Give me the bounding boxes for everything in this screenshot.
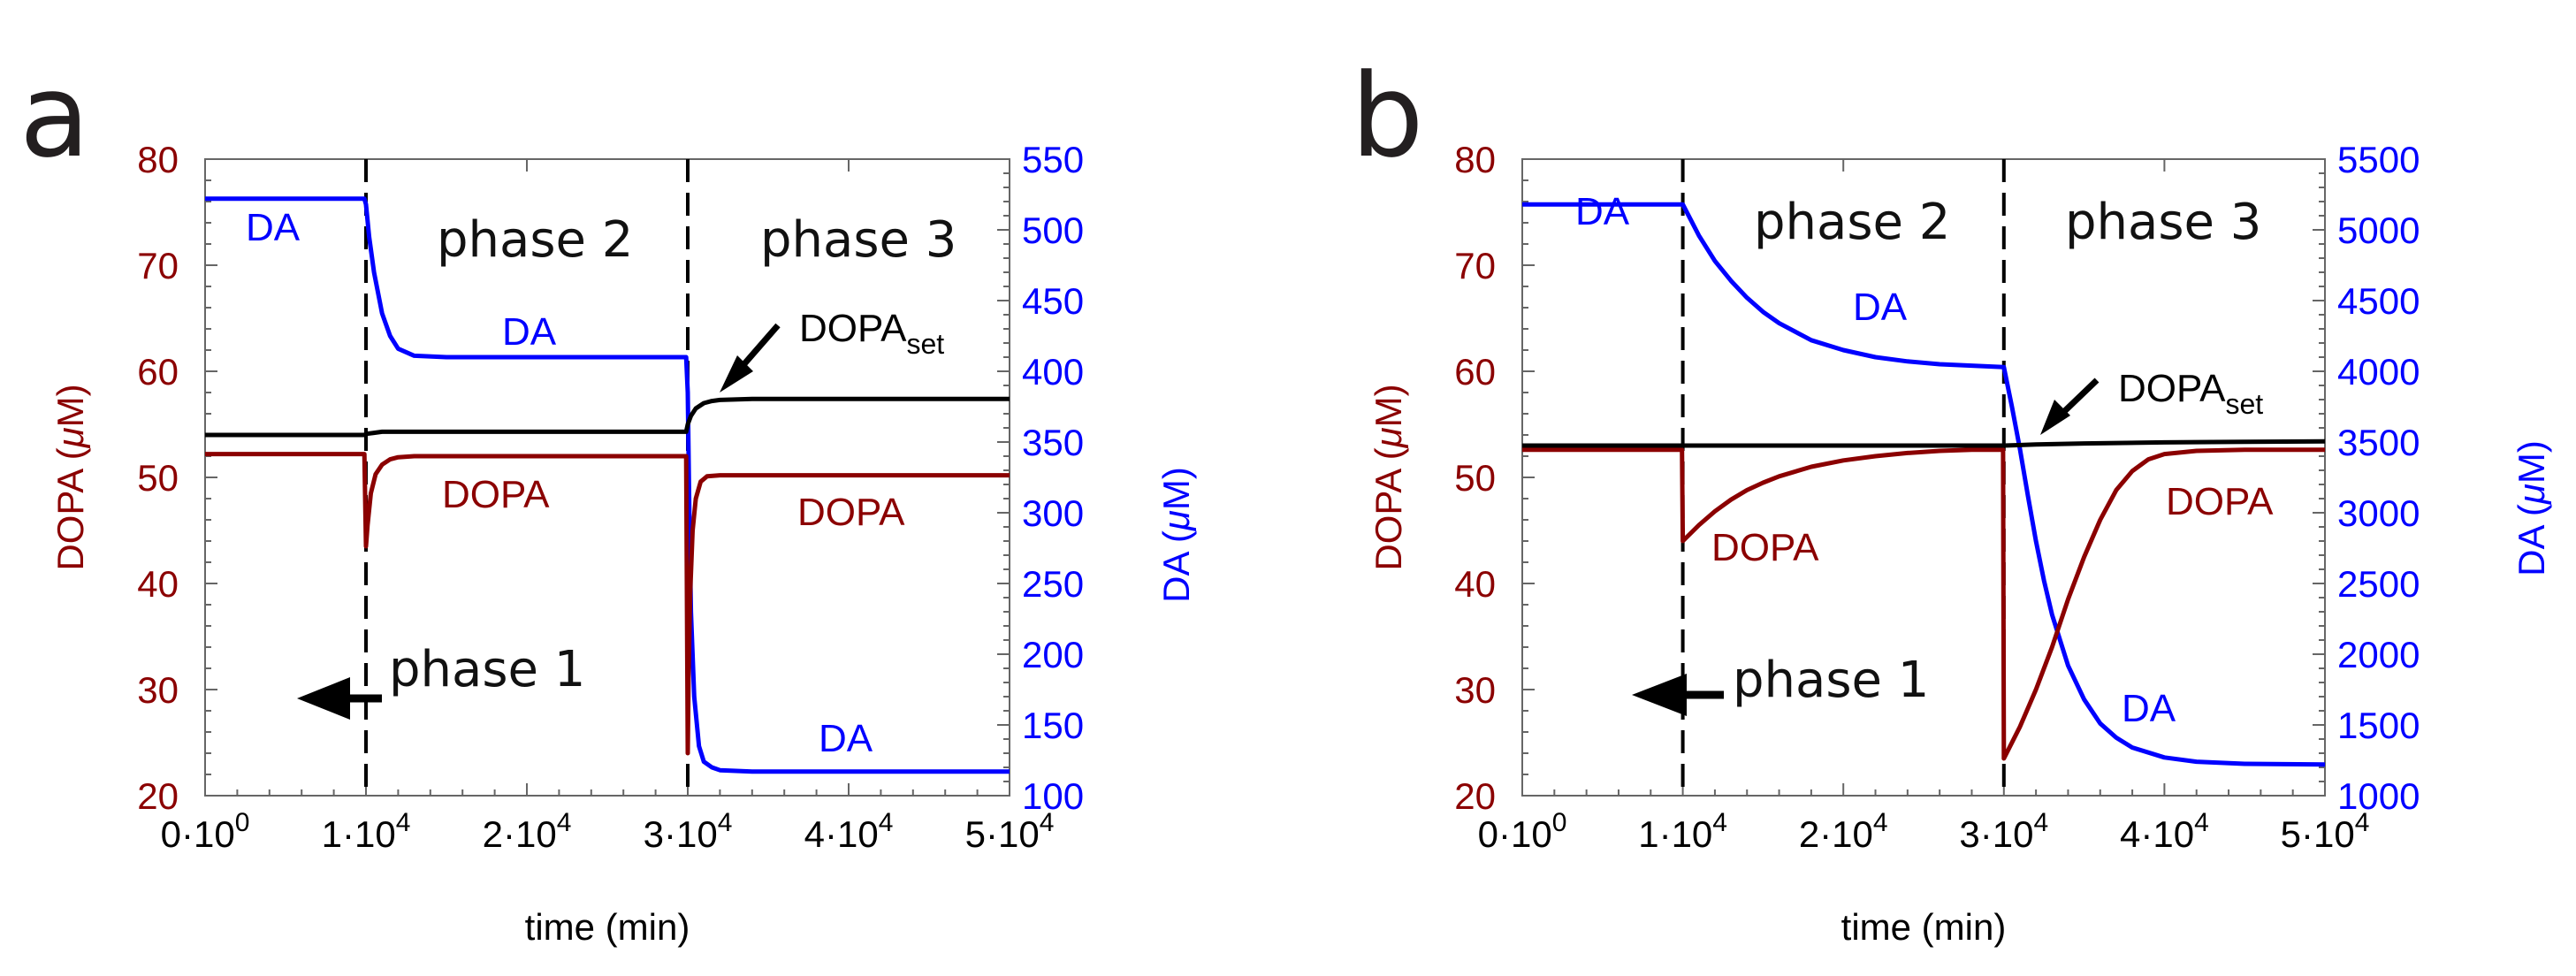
- panel-a-da-label-mid: DA: [502, 310, 557, 354]
- panel-b-dopa-set-label: DOPAset: [2118, 367, 2263, 420]
- panel-a-series: [205, 196, 1010, 774]
- panel-b-phase-1-label: phase 1: [1733, 652, 1929, 709]
- left-y-tick-label: 50: [137, 457, 179, 499]
- right-y-tick-label: 450: [1022, 280, 1084, 322]
- left-y-tick-label: 20: [137, 775, 179, 817]
- right-y-tick-label: 300: [1022, 492, 1084, 534]
- panel-a-dopa-set-arrow-icon: [720, 355, 753, 393]
- panel-a-phase-1-arrow-icon: [297, 677, 350, 720]
- panel-a-dopa-label-left: DOPA: [442, 473, 550, 516]
- series-line-da: [1522, 202, 2326, 767]
- x-tick-label: 1·104: [1638, 808, 1727, 855]
- right-y-tick-label: 4500: [2337, 280, 2420, 322]
- left-y-tick-label: 30: [1454, 669, 1496, 711]
- panel-b-da-label-mid: DA: [1853, 286, 1908, 329]
- left-y-tick-label: 60: [1454, 351, 1496, 393]
- panel-b-phase-1-arrow-icon: [1632, 674, 1687, 716]
- right-y-tick-label: 100: [1022, 775, 1084, 817]
- left-y-tick-label: 80: [137, 139, 179, 180]
- series-line-dopa: [205, 452, 1010, 756]
- left-y-tick-label: 70: [1454, 245, 1496, 286]
- panel-a-dopa-label-right: DOPA: [797, 491, 905, 534]
- x-tick-label: 4·104: [2120, 808, 2209, 855]
- panel-b-letter: b: [1351, 49, 1424, 183]
- right-y-tick-label: 2500: [2337, 563, 2420, 605]
- x-tick-label: 2·104: [483, 808, 572, 855]
- panel-b-left-y-ticks: 20 30 40 50 60 70 80: [1454, 139, 1535, 817]
- panel-a-phase-3-label: phase 3: [760, 211, 956, 269]
- right-y-tick-label: 550: [1022, 139, 1084, 180]
- panel-a-left-y-ticks: 20 30 40 50 60 70 80: [137, 139, 217, 817]
- panel-b-da-label-top: DA: [1575, 190, 1630, 233]
- series-line-dopa-set: [1522, 438, 2326, 448]
- right-y-tick-label: 200: [1022, 634, 1084, 675]
- panel-a-phase-1-label: phase 1: [389, 641, 585, 698]
- panel-a-letter: a: [19, 49, 90, 183]
- right-y-tick-label: 1000: [2337, 775, 2420, 817]
- panel-a-right-axis-title: DA (μM): [1155, 467, 1197, 603]
- x-tick-label: 5·104: [965, 808, 1055, 855]
- panel-b-da-label-bottom: DA: [2122, 687, 2176, 730]
- panel-b-dopa-label-left: DOPA: [1711, 526, 1819, 569]
- left-y-tick-label: 40: [137, 563, 179, 605]
- right-y-tick-label: 3500: [2337, 422, 2420, 463]
- panel-a-phase-2-label: phase 2: [437, 211, 633, 269]
- x-tick-label: 2·104: [1799, 808, 1888, 855]
- x-tick-label: 1·104: [322, 808, 411, 855]
- left-y-tick-label: 50: [1454, 457, 1496, 499]
- x-tick-label: 0·100: [161, 808, 250, 855]
- right-y-tick-label: 3000: [2337, 492, 2420, 534]
- x-tick-label: 3·104: [644, 808, 733, 855]
- left-y-tick-label: 70: [137, 245, 179, 286]
- right-y-tick-label: 4000: [2337, 351, 2420, 393]
- right-y-tick-label: 150: [1022, 705, 1084, 746]
- right-y-tick-label: 2000: [2337, 634, 2420, 675]
- panel-b-left-axis-title: DOPA (μM): [1368, 384, 1409, 570]
- panel-b: b 0·100 1·104 2·104 3·104 4·104 5·104 20 30 40 5…: [1351, 49, 2552, 948]
- panel-a-left-axis-title: DOPA (μM): [50, 384, 91, 570]
- panel-b-x-ticks: 0·100 1·104 2·104 3·104 4·104 5·104: [1478, 159, 2370, 855]
- panel-b-right-axis-title: DA (μM): [2511, 440, 2552, 576]
- panel-b-series: [1522, 202, 2326, 767]
- panel-b-x-axis-title: time (min): [1841, 906, 2007, 948]
- panel-b-phase-2-label: phase 2: [1754, 194, 1950, 251]
- left-y-tick-label: 30: [137, 669, 179, 711]
- series-line-dopa-set: [205, 396, 1010, 438]
- right-y-tick-label: 400: [1022, 351, 1084, 393]
- right-y-tick-label: 1500: [2337, 705, 2420, 746]
- panel-a-x-ticks: 0·100 1·104 2·104 3·104 4·104 5·104: [161, 159, 1055, 855]
- x-tick-label: 4·104: [804, 808, 894, 855]
- panel-a-da-label-top: DA: [246, 206, 301, 249]
- left-y-tick-label: 80: [1454, 139, 1496, 180]
- panel-b-dopa-label-right: DOPA: [2166, 480, 2274, 523]
- right-y-tick-label: 500: [1022, 210, 1084, 251]
- series-line-dopa: [1522, 447, 2325, 761]
- x-tick-label: 3·104: [1959, 808, 2048, 855]
- x-tick-label: 5·104: [2281, 808, 2370, 855]
- right-y-tick-label: 350: [1022, 422, 1084, 463]
- right-y-tick-label: 5000: [2337, 210, 2420, 251]
- left-y-tick-label: 40: [1454, 563, 1496, 605]
- right-y-tick-label: 5500: [2337, 139, 2420, 180]
- panel-a-da-label-bottom: DA: [819, 717, 873, 760]
- right-y-tick-label: 250: [1022, 563, 1084, 605]
- series-line-da: [205, 196, 1010, 774]
- panel-b-phase-3-label: phase 3: [2065, 194, 2261, 251]
- panel-a-dopa-set-label: DOPAset: [799, 307, 944, 360]
- x-tick-label: 0·100: [1478, 808, 1567, 855]
- left-y-tick-label: 60: [137, 351, 179, 393]
- panel-a-right-y-ticks: 100 150 200 250 300 350 400 450 500 550: [997, 139, 1084, 817]
- left-y-tick-label: 20: [1454, 775, 1496, 817]
- panel-a-x-axis-title: time (min): [525, 906, 690, 948]
- panel-b-right-y-ticks: 1000 1500 2000 2500 3000 3500 4000 4500 5000 5500: [2313, 139, 2420, 817]
- panel-a: a 0·100 1·104 2·104 3·104 4·104 5·104 20 30 40 5…: [19, 49, 1197, 948]
- panel-b-dopa-set-arrow-icon: [2040, 400, 2070, 435]
